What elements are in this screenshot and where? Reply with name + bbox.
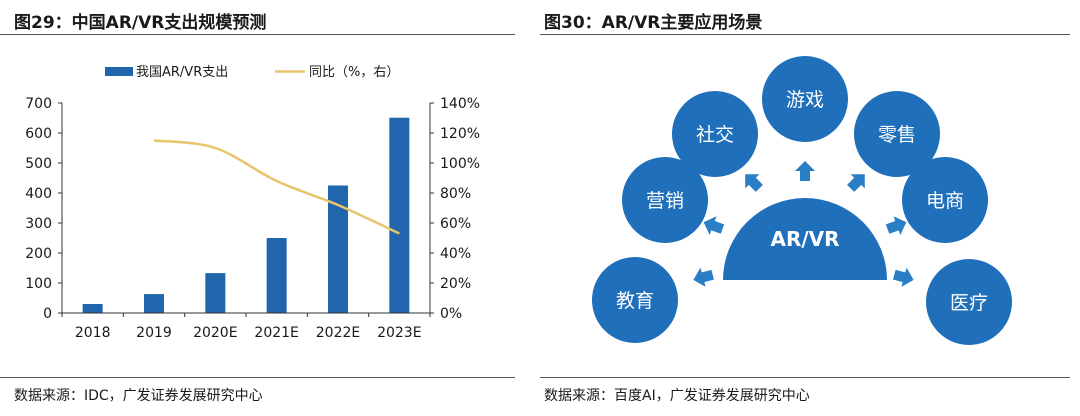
center-label: AR/VR [770,227,839,251]
left-source-rule [0,377,515,378]
right-axis-tick-label: 80% [440,186,471,202]
right-source-rule [540,377,1070,378]
node-game-circle [762,56,848,142]
bar-2020E [205,273,226,313]
category-label: 2021E [254,325,298,341]
category-label: 2022E [316,325,360,341]
arrow-to-game [795,161,815,181]
category-label: 2023E [377,325,421,341]
arrow-to-social [745,174,763,192]
node-retail-label: 零售 [878,124,916,146]
left-axis-tick-label: 400 [25,186,52,202]
legend-bar-label: 我国AR/VR支出 [136,65,228,80]
diagram-arrows [693,161,914,287]
node-retail-circle [854,91,940,177]
node-social-label: 社交 [696,124,734,146]
right-axis-ticks: 0% 20% 40% 60% 80% 100% 120% 140% [430,96,480,322]
category-labels: 2018 2019 2020E 2021E 2022E 2023E [75,325,422,341]
node-game-label: 游戏 [786,89,824,111]
left-title-rule [0,34,515,35]
left-axis-tick-label: 700 [25,96,52,112]
bar-2022E [328,185,348,313]
bar-series [82,117,410,313]
arrow-to-marketing [703,216,725,236]
right-axis-tick-label: 100% [440,156,480,172]
bar-2023E [389,117,410,313]
left-axis-tick-label: 500 [25,156,52,172]
right-axis-tick-label: 20% [440,276,471,292]
left-axis-tick-label: 600 [25,126,52,142]
bar-2018 [82,304,103,313]
bar-2019 [144,294,164,313]
right-title-rule [540,34,1070,35]
chart-legend: 我国AR/VR支出 同比（%，右） [105,65,399,80]
left-axis-tick-label: 0 [43,306,52,322]
right-axis-tick-label: 140% [440,96,480,112]
left-axis-tick-label: 300 [25,216,52,232]
node-marketing-label: 营销 [646,190,684,212]
category-label: 2018 [75,325,111,341]
node-medical-circle [926,259,1012,345]
left-figure: 图29：中国AR/VR支出规模预测 我国AR/VR支出 同比（%，右） 0 100 2… [0,0,515,416]
legend-line-label: 同比（%，右） [309,65,399,80]
node-ecommerce-label: 电商 [926,190,964,212]
node-education-label: 教育 [616,290,654,312]
node-marketing-circle [622,157,708,243]
right-axis-tick-label: 120% [440,126,480,142]
left-axis-tick-label: 200 [25,246,52,262]
right-source: 数据来源：百度AI，广发证券发展研究中心 [544,388,810,404]
category-label: 2020E [193,325,237,341]
arrow-to-ecommerce [885,216,907,236]
right-axis-tick-label: 40% [440,246,471,262]
left-source: 数据来源：IDC，广发证券发展研究中心 [14,388,263,404]
spending-chart: 我国AR/VR支出 同比（%，右） 0100200300400500600700 … [25,65,480,341]
node-medical-label: 医疗 [950,292,988,314]
center-dome [723,198,887,280]
category-label: 2019 [136,325,172,341]
arrow-to-medical [893,267,914,287]
node-social-circle [672,91,758,177]
right-figure: 图30：AR/VR主要应用场景 AR/VR 游戏社交 零售营销 电商教育 医疗 数据来… [540,0,1080,416]
bar-2021E [266,238,287,313]
right-axis-tick-label: 0% [440,306,462,322]
left-axis-ticks: 0 100 200 300 400 500 600 700 [25,96,62,322]
arrow-to-education [693,267,714,287]
growth-line [153,139,400,235]
left-axis-tick-label: 100 [25,276,52,292]
chart-axes [61,103,431,317]
line-series [153,139,400,235]
arrow-to-retail [847,174,865,192]
left-figure-title: 图29：中国AR/VR支出规模预测 [14,13,267,33]
right-axis-tick-label: 60% [440,216,471,232]
node-ecommerce-circle [902,157,988,243]
legend-bar-swatch [105,67,133,76]
right-figure-title: 图30：AR/VR主要应用场景 [544,13,763,33]
node-education-circle [592,257,678,343]
